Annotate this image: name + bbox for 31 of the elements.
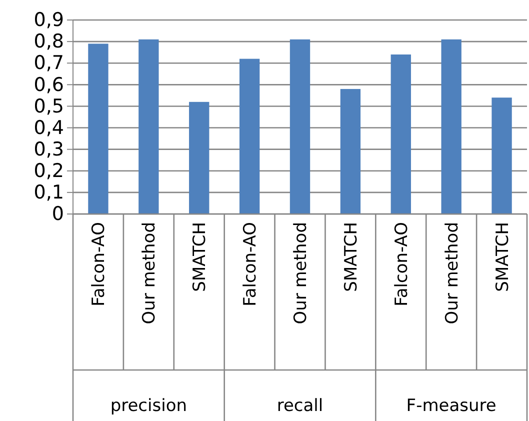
text: F-measure [406,396,496,416]
x-tick-label: Falcon-AO [392,222,412,306]
y-tick-label: 0 [52,203,64,226]
bar [239,58,260,214]
x-tick-label: SMATCH [190,222,210,292]
y-tick-label: 0,8 [34,30,64,53]
y-tick-label: 0,9 [34,9,64,32]
y-tick-label: 0,1 [34,182,64,204]
text: recall [276,396,324,416]
bar [441,39,462,214]
y-tick-label: 0,5 [34,95,64,118]
x-tick-label: SMATCH [492,222,513,292]
x-tick-label: Our method [140,222,160,324]
bar [88,44,108,214]
x-tick-label: Our method [442,222,462,324]
y-tick-label: 0,6 [34,74,64,96]
y-tick-label: 0,7 [34,52,64,74]
x-tick-label: Falcon-AO [89,222,110,306]
bar [390,54,411,214]
x-tick-label: SMATCH [341,222,362,292]
bar [340,88,361,214]
text: precision [110,396,188,416]
bar [492,98,512,214]
bar [290,39,310,214]
y-tick-label: 0,4 [34,116,64,139]
y-tick-label: 0,3 [34,138,64,160]
y-tick-label: 0,2 [34,160,64,182]
x-tick-label: Falcon-AO [240,222,261,306]
x-tick-label: Our method [291,222,311,324]
bar [138,39,159,214]
bar [189,102,210,214]
